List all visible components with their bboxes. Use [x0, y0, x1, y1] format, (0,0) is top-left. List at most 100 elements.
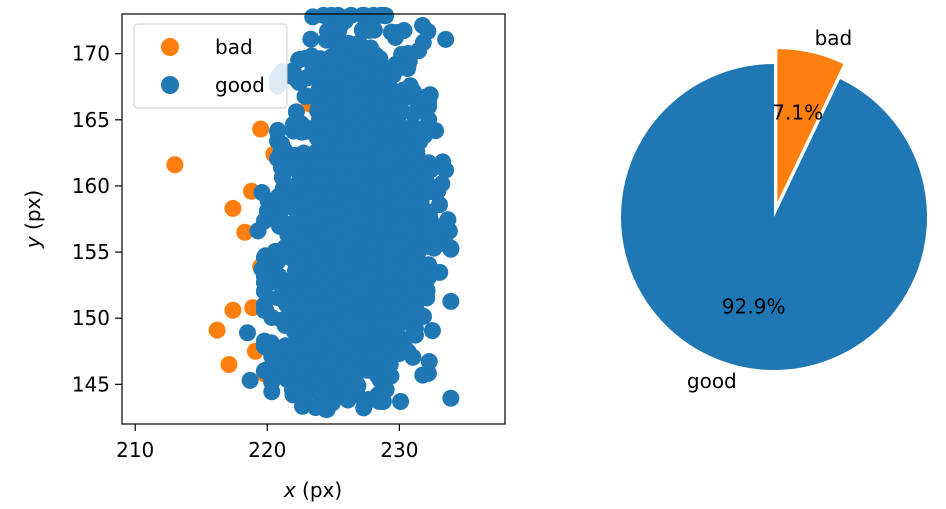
pie-label-bad: bad — [815, 26, 853, 50]
scatter-point-good — [253, 184, 271, 202]
pie-slice-bad — [777, 49, 844, 203]
scatter-point-good — [396, 338, 414, 356]
pie-labels: good 92.9% bad 7.1% — [687, 26, 852, 393]
scatter-point-good — [355, 214, 373, 232]
scatter-point-good — [388, 24, 406, 42]
scatter-point-good — [258, 363, 276, 381]
scatter-point-good — [442, 389, 460, 407]
scatter-point-good — [416, 119, 434, 137]
pie-pct-good: 92.9% — [722, 295, 786, 319]
scatter-point-good — [377, 7, 395, 25]
scatter-point-good — [442, 292, 460, 310]
scatter-point-good — [272, 186, 290, 204]
scatter-point-good — [309, 130, 327, 148]
scatter-point-good — [273, 311, 291, 329]
scatter-point-good — [331, 158, 349, 176]
legend-label-bad: bad — [215, 35, 253, 59]
scatter-point-good — [410, 42, 428, 60]
scatter-point-good — [387, 300, 405, 318]
legend-marker-bad — [161, 38, 179, 56]
scatter-point-good — [384, 149, 402, 167]
scatter-point-good — [263, 383, 281, 401]
scatter-point-good — [321, 118, 339, 136]
scatter-point-bad — [224, 301, 242, 319]
scatter-plot: 210 220 230 145 150 155 160 165 170 x (px) y (p… — [21, 6, 506, 502]
scatter-point-bad — [236, 223, 254, 241]
scatter-point-good — [336, 236, 354, 254]
scatter-point-bad — [166, 156, 184, 174]
scatter-point-good — [277, 295, 295, 313]
scatter-point-good — [298, 191, 316, 209]
pie-slice-good — [621, 64, 927, 370]
x-axis-label-unit: (px) — [296, 478, 343, 502]
scatter-point-good — [304, 266, 322, 284]
y-tick-label: 165 — [72, 108, 110, 132]
scatter-point-good — [330, 317, 348, 335]
scatter-point-good — [298, 119, 316, 137]
scatter-point-good — [360, 21, 378, 39]
scatter-point-good — [361, 112, 379, 130]
scatter-point-good — [349, 346, 367, 364]
scatter-point-bad — [252, 120, 270, 138]
scatter-point-good — [430, 218, 448, 236]
y-axis-ticks: 145 150 155 160 165 170 — [72, 42, 122, 396]
scatter-point-good — [385, 262, 403, 280]
y-tick-label: 150 — [72, 306, 110, 330]
scatter-point-good — [263, 343, 281, 361]
scatter-point-good — [371, 50, 389, 68]
scatter-point-good — [368, 181, 386, 199]
scatter-point-good — [422, 181, 440, 199]
y-axis-label-unit: (px) — [21, 190, 45, 237]
x-tick-label: 230 — [380, 438, 418, 462]
y-tick-label: 145 — [72, 372, 110, 396]
scatter-point-good — [238, 324, 256, 342]
legend-label-good: good — [215, 73, 265, 97]
scatter-point-good — [375, 313, 393, 331]
scatter-point-good — [406, 326, 424, 344]
scatter-point-good — [402, 183, 420, 201]
legend-marker-good — [161, 76, 179, 94]
x-tick-label: 210 — [116, 438, 154, 462]
scatter-point-good — [291, 153, 309, 171]
scatter-point-good — [334, 35, 352, 53]
scatter-point-good — [355, 399, 373, 417]
scatter-point-good — [431, 196, 448, 214]
pie-chart: good 92.9% bad 7.1% — [621, 26, 927, 393]
scatter-point-good — [431, 263, 449, 281]
pie-label-good: good — [687, 369, 737, 393]
scatter-point-good — [295, 352, 313, 370]
scatter-point-good — [295, 210, 313, 228]
scatter-point-good — [326, 66, 344, 84]
y-axis-label-var: y — [21, 235, 45, 249]
scatter-point-good — [241, 371, 259, 389]
scatter-point-good — [277, 247, 295, 265]
scatter-point-good — [396, 215, 414, 233]
scatter-point-good — [399, 57, 417, 75]
scatter-point-good — [309, 326, 327, 344]
scatter-point-good — [315, 6, 333, 24]
x-axis-label: x (px) — [283, 478, 342, 502]
scatter-point-good — [404, 147, 422, 165]
scatter-point-good — [306, 369, 324, 387]
scatter-point-good — [258, 202, 276, 220]
scatter-point-good — [406, 259, 424, 277]
scatter-point-good — [338, 336, 356, 354]
scatter-point-good — [330, 22, 348, 40]
y-tick-label: 170 — [72, 42, 110, 66]
scatter-point-bad — [224, 199, 242, 217]
scatter-point-good — [407, 301, 425, 319]
scatter-point-good — [249, 222, 267, 240]
scatter-point-good — [298, 87, 316, 105]
scatter-point-good — [369, 207, 387, 225]
scatter-point-good — [342, 90, 360, 108]
scatter-point-good — [314, 205, 332, 223]
scatter-point-good — [377, 381, 395, 399]
scatter-point-good — [437, 30, 455, 48]
scatter-point-good — [290, 73, 308, 91]
x-axis-ticks: 210 220 230 — [116, 424, 418, 462]
scatter-point-good — [308, 247, 326, 265]
scatter-point-good — [345, 363, 363, 381]
scatter-point-good — [418, 282, 436, 300]
scatter-point-good — [341, 197, 359, 215]
scatter-points — [166, 6, 460, 418]
